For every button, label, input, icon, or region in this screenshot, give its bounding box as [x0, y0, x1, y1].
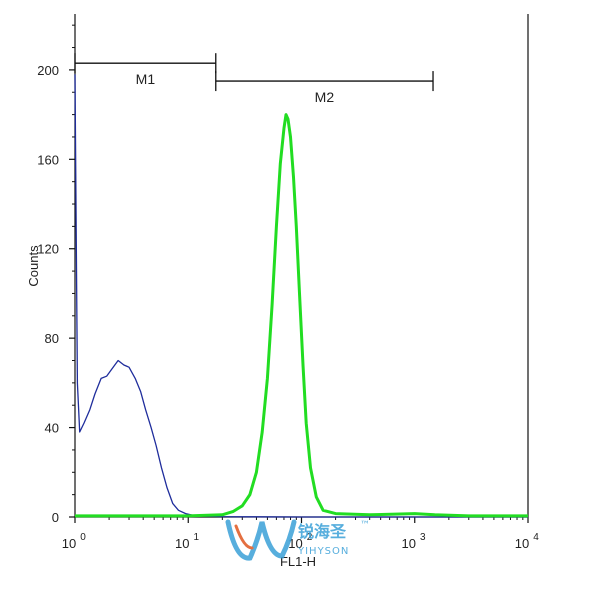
y-axis-label: Counts	[26, 245, 41, 287]
series-line-2	[75, 113, 528, 518]
watermark-subtext: YIHYSON	[297, 546, 349, 557]
series-layer	[74, 74, 528, 518]
x-tick-exponent: 1	[193, 532, 199, 543]
x-tick-exponent: 3	[420, 532, 426, 543]
marker-m2-label: M2	[315, 89, 335, 105]
x-tick-label: 10	[175, 536, 189, 551]
x-axis-label: FL1-H	[280, 554, 316, 569]
x-tick-exponent: 4	[533, 532, 539, 543]
marker-layer: M1 M2	[74, 53, 434, 105]
series-line-1	[74, 74, 528, 518]
y-tick-label: 40	[45, 421, 59, 436]
x-tick-label: 10	[402, 536, 416, 551]
y-tick-label: 200	[37, 63, 59, 78]
y-tick-label: 160	[37, 152, 59, 167]
x-tick-label: 10	[515, 536, 529, 551]
y-tick-label: 80	[45, 331, 59, 346]
y-ticks: 0 40 80 120 160 200	[37, 24, 75, 525]
x-tick-exponent: 0	[80, 532, 86, 543]
watermark-tm: ™	[360, 520, 371, 531]
x-minor-ticks	[108, 517, 524, 520]
logo-mark-icon	[225, 519, 297, 561]
marker-m1-label: M1	[136, 71, 156, 87]
x-tick-exponent: 2	[307, 532, 313, 543]
x-tick-label: 10	[62, 536, 76, 551]
y-tick-label: 120	[37, 242, 59, 257]
x-tick-label: 10	[288, 536, 302, 551]
logo-accent-icon	[234, 524, 254, 550]
x-ticks: 10 0 10 1 10 2 10 3 10 4	[62, 517, 539, 551]
watermark-text: 锐海圣	[298, 522, 347, 541]
watermark-logo	[225, 519, 297, 561]
y-tick-label: 0	[52, 510, 59, 525]
